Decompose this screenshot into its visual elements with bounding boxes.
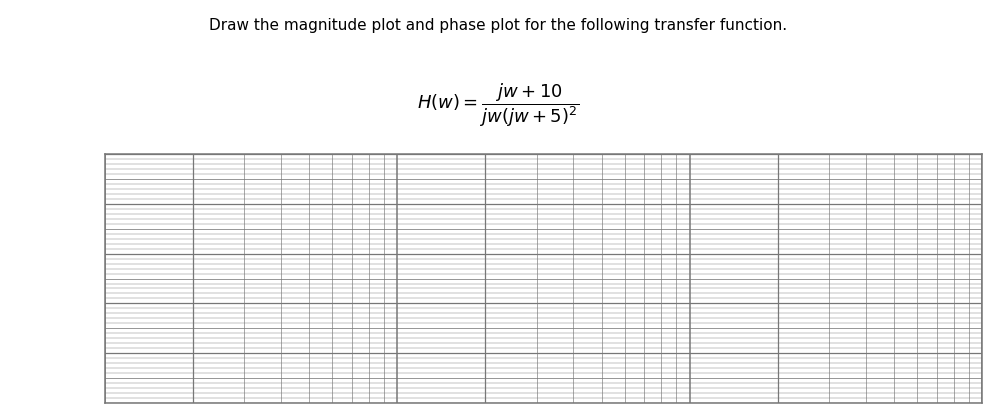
Text: $H(w) = \dfrac{jw + 10}{jw(jw + 5)^2}$: $H(w) = \dfrac{jw + 10}{jw(jw + 5)^2}$ xyxy=(418,81,579,129)
Text: Draw the magnitude plot and phase plot for the following transfer function.: Draw the magnitude plot and phase plot f… xyxy=(209,18,788,33)
